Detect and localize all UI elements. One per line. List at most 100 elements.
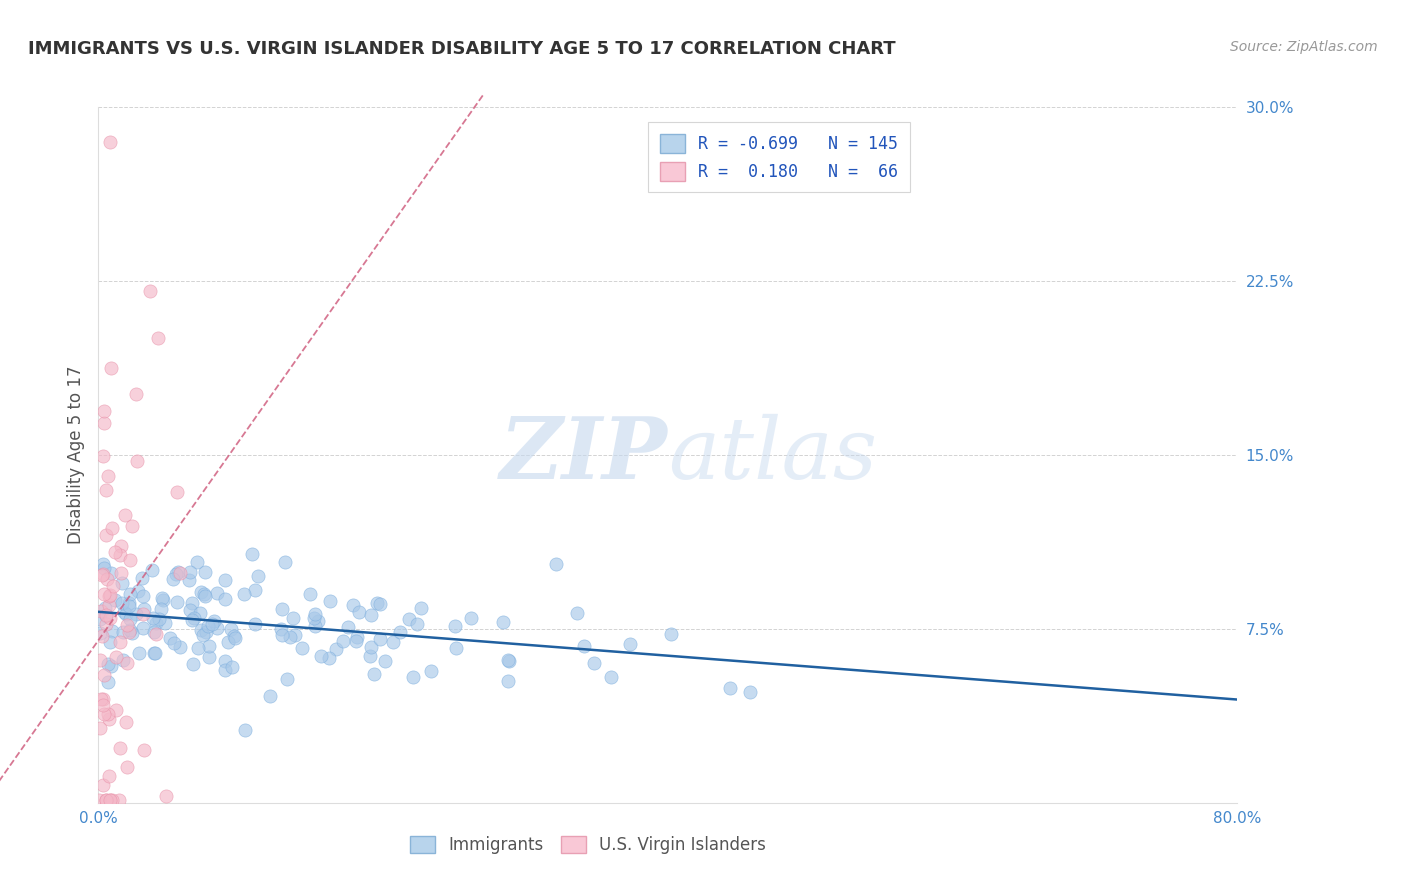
Point — [197, 619, 219, 633]
Point — [166, 485, 188, 500]
Point — [162, 572, 184, 586]
Point — [347, 606, 370, 620]
Point — [194, 565, 217, 579]
Point — [146, 331, 169, 345]
Point — [111, 575, 134, 590]
Point — [89, 793, 111, 807]
Point — [97, 706, 120, 721]
Point — [93, 587, 115, 601]
Point — [460, 611, 482, 625]
Point — [205, 586, 228, 600]
Point — [98, 589, 121, 603]
Point — [718, 681, 741, 695]
Point — [96, 572, 118, 586]
Point — [104, 649, 127, 664]
Point — [98, 588, 121, 602]
Point — [198, 650, 221, 665]
Point — [388, 624, 411, 639]
Point — [201, 617, 224, 632]
Point — [544, 558, 567, 572]
Point — [101, 624, 124, 638]
Point — [93, 417, 115, 431]
Point — [91, 630, 114, 644]
Point — [90, 692, 112, 706]
Point — [132, 621, 155, 635]
Point — [142, 624, 165, 639]
Point — [194, 589, 217, 603]
Text: Source: ZipAtlas.com: Source: ZipAtlas.com — [1230, 40, 1378, 54]
Point — [381, 635, 404, 649]
Point — [89, 653, 111, 667]
Point — [325, 642, 347, 657]
Point — [214, 663, 236, 677]
Point — [91, 698, 114, 713]
Point — [97, 674, 120, 689]
Point — [740, 685, 762, 699]
Point — [344, 634, 367, 648]
Point — [318, 651, 340, 665]
Point — [115, 760, 138, 774]
Point — [165, 567, 187, 582]
Point — [193, 587, 215, 601]
Point — [139, 285, 162, 299]
Point — [98, 793, 121, 807]
Point — [125, 454, 148, 468]
Point — [274, 555, 297, 569]
Point — [112, 605, 135, 619]
Point — [193, 628, 215, 642]
Point — [402, 670, 425, 684]
Point — [190, 623, 212, 637]
Point — [179, 574, 201, 588]
Point — [121, 625, 143, 640]
Legend: Immigrants, U.S. Virgin Islanders: Immigrants, U.S. Virgin Islanders — [404, 829, 772, 861]
Point — [125, 607, 148, 622]
Point — [115, 657, 138, 671]
Point — [398, 611, 420, 625]
Point — [496, 653, 519, 667]
Point — [111, 653, 134, 667]
Point — [619, 637, 641, 651]
Point — [219, 622, 242, 636]
Point — [118, 612, 141, 626]
Point — [110, 566, 132, 580]
Point — [214, 592, 236, 607]
Point — [128, 647, 150, 661]
Point — [110, 539, 132, 553]
Y-axis label: Disability Age 5 to 17: Disability Age 5 to 17 — [66, 366, 84, 544]
Point — [271, 628, 294, 642]
Point — [190, 584, 212, 599]
Point — [94, 793, 117, 807]
Text: IMMIGRANTS VS U.S. VIRGIN ISLANDER DISABILITY AGE 5 TO 17 CORRELATION CHART: IMMIGRANTS VS U.S. VIRGIN ISLANDER DISAB… — [28, 40, 896, 58]
Point — [202, 614, 225, 628]
Point — [142, 646, 165, 660]
Point — [152, 593, 174, 607]
Point — [115, 617, 138, 632]
Point — [132, 607, 155, 622]
Point — [159, 631, 181, 645]
Point — [115, 715, 138, 730]
Point — [179, 565, 201, 579]
Point — [93, 692, 115, 706]
Point — [498, 654, 520, 668]
Point — [98, 635, 121, 649]
Point — [91, 778, 114, 792]
Point — [104, 545, 127, 559]
Point — [97, 657, 120, 671]
Point — [114, 508, 136, 522]
Point — [363, 667, 385, 681]
Point — [496, 673, 519, 688]
Point — [233, 723, 256, 737]
Point — [492, 615, 515, 629]
Text: ZIP: ZIP — [501, 413, 668, 497]
Point — [94, 616, 117, 631]
Point — [111, 596, 134, 610]
Point — [148, 612, 170, 626]
Point — [217, 635, 239, 649]
Point — [90, 568, 112, 582]
Point — [94, 793, 117, 807]
Point — [100, 793, 122, 807]
Point — [259, 689, 281, 703]
Point — [309, 648, 332, 663]
Point — [291, 641, 314, 656]
Point — [132, 743, 155, 757]
